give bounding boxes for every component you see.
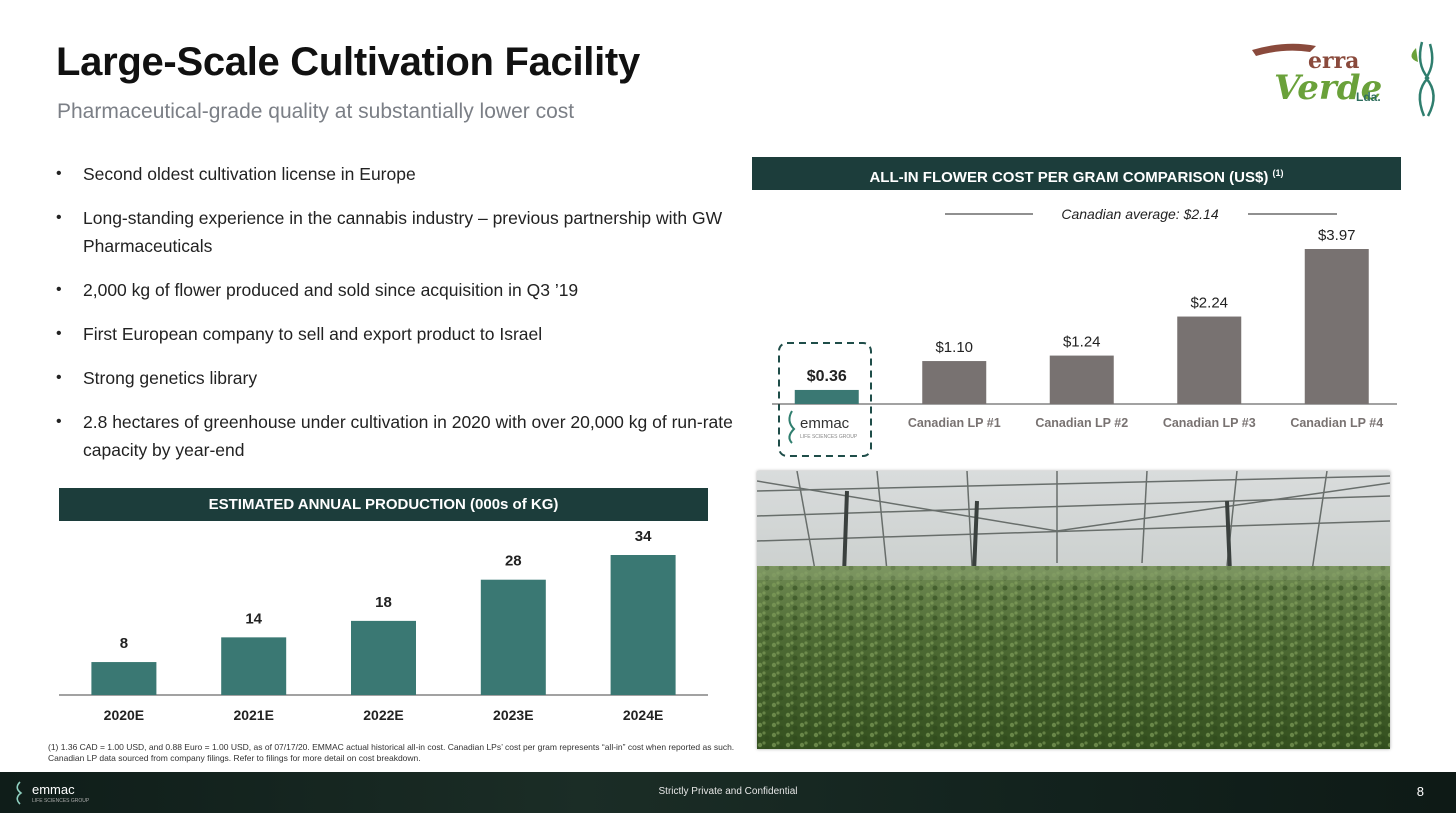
production-category-label: 2020E: [104, 707, 144, 723]
production-chart: 8 2020E 14 2021E 18 2022E 28 2023E 34 2024E: [59, 528, 708, 723]
average-label: Canadian average: $2.14: [1061, 206, 1218, 222]
production-bar: [351, 620, 416, 695]
emmac-highlight-box: [778, 342, 872, 457]
logo-lda-text: Lda.: [1356, 90, 1381, 104]
production-data-label: 14: [245, 610, 262, 627]
cost-category-label: Canadian LP #3: [1163, 416, 1256, 430]
cost-chart-header: ALL-IN FLOWER COST PER GRAM COMPARISON (…: [752, 157, 1401, 190]
cost-category-label: Canadian LP #4: [1290, 416, 1383, 430]
production-category-label: 2024E: [623, 707, 663, 723]
cost-bar: [922, 361, 987, 404]
production-bar: [480, 579, 546, 695]
cost-chart-footnote-ref: (1): [1272, 168, 1284, 178]
emmac-brand-label: emmac: [800, 415, 850, 432]
production-data-label: 34: [635, 528, 652, 545]
greenhouse-photo: [757, 471, 1390, 749]
logo-mark: [1252, 41, 1435, 117]
logo-verde-text: Verde: [1274, 68, 1383, 108]
production-category-label: 2023E: [493, 707, 533, 723]
page-title: Large-Scale Cultivation Facility: [56, 40, 640, 84]
footer-brand: emmac LIFE SCIENCES GROUP: [12, 780, 89, 811]
cost-data-label: $2.24: [1190, 295, 1228, 312]
cost-bar: [1049, 355, 1114, 404]
production-chart-title: ESTIMATED ANNUAL PRODUCTION (000s of KG): [208, 496, 559, 513]
production-data-label: 18: [375, 594, 392, 611]
production-bar: [610, 555, 676, 695]
cost-data-label: $1.24: [1063, 334, 1101, 351]
cost-data-label: $1.10: [935, 339, 973, 356]
footer-bar: emmac LIFE SCIENCES GROUP Strictly Priva…: [0, 772, 1456, 813]
page-number: 8: [1416, 784, 1424, 799]
cost-data-label: $3.97: [1318, 227, 1356, 244]
production-bar: [91, 662, 157, 695]
bullet-item: First European company to sell and expor…: [56, 320, 736, 348]
production-data-label: 28: [505, 553, 522, 570]
cost-bar: [1304, 249, 1369, 404]
footer-brand-sub: LIFE SCIENCES GROUP: [32, 798, 90, 804]
cost-category-label: Canadian LP #2: [1035, 416, 1128, 430]
bullet-item: 2,000 kg of flower produced and sold sin…: [56, 276, 736, 304]
emmac-brand-sub: LIFE SCIENCES GROUP: [800, 434, 858, 440]
production-category-label: 2022E: [363, 707, 403, 723]
footer-brand-name: emmac: [32, 782, 75, 797]
bullet-item: Strong genetics library: [56, 364, 736, 392]
bullet-item: Long-standing experience in the cannabis…: [56, 204, 736, 260]
cost-chart-title: ALL-IN FLOWER COST PER GRAM COMPARISON (…: [869, 169, 1269, 186]
highlights-list: Second oldest cultivation license in Eur…: [56, 160, 736, 480]
confidentiality-note: Strictly Private and Confidential: [658, 786, 798, 797]
footnote: (1) 1.36 CAD = 1.00 USD, and 0.88 Euro =…: [48, 742, 735, 763]
bullet-item: Second oldest cultivation license in Eur…: [56, 160, 736, 188]
cost-chart: Canadian average: $2.14 $0.36 $1.10 Canadi…: [772, 206, 1397, 457]
greenhouse-image: [757, 471, 1390, 749]
production-category-label: 2021E: [233, 707, 273, 723]
production-chart-header: ESTIMATED ANNUAL PRODUCTION (000s of KG): [59, 488, 708, 521]
cost-bar: [794, 389, 859, 404]
production-bar: [221, 637, 287, 695]
logo-terra-text: erra: [1308, 48, 1360, 74]
cost-bar: [1177, 316, 1242, 404]
emmac-brand: emmac LIFE SCIENCES GROUP: [788, 410, 858, 444]
cost-data-label: $0.36: [807, 368, 847, 385]
cost-category-label: Canadian LP #1: [908, 416, 1001, 430]
emmac-logo-icon: [16, 781, 23, 805]
bullet-item: 2.8 hectares of greenhouse under cultiva…: [56, 408, 736, 464]
page-subtitle: Pharmaceutical-grade quality at substant…: [57, 100, 575, 123]
production-data-label: 8: [120, 635, 128, 652]
terra-verde-logo: erra Verde Lda.: [1246, 34, 1446, 120]
